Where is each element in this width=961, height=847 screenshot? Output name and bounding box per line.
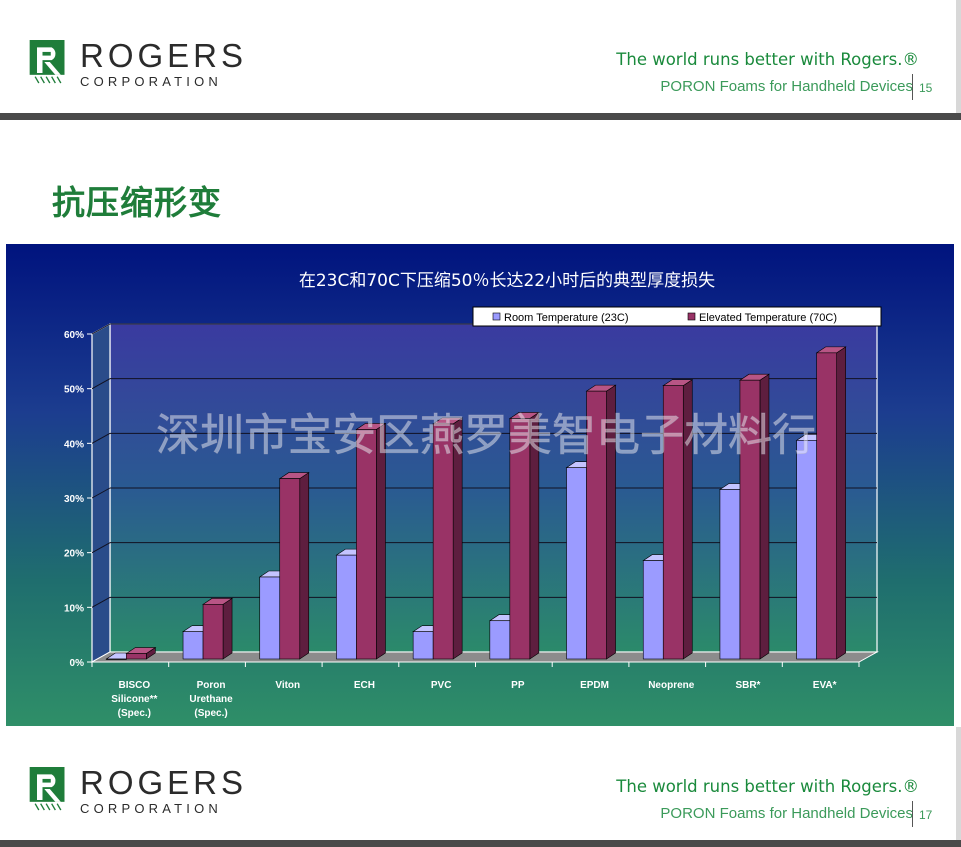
y-tick-label: 20%: [64, 549, 84, 560]
presentation-subtitle: PORON Foams for Handheld Devices: [660, 78, 913, 95]
tagline: The world runs better with Rogers.®: [616, 50, 919, 69]
gridline-side: [91, 432, 111, 444]
bar-elevated-temperature: [815, 346, 847, 660]
rogers-logo-icon: [29, 767, 65, 811]
next-slide-header: ROGERS CORPORATION The world runs better…: [0, 727, 961, 847]
company-name-2: ROGERS: [80, 764, 248, 801]
x-category-label: PP: [511, 680, 525, 691]
company-name: ROGERS: [80, 37, 248, 74]
legend-label: Elevated Temperature (70C): [699, 312, 837, 324]
gridline-side: [91, 323, 111, 335]
x-category-label: EVA*: [813, 680, 837, 691]
edge-divider: [956, 0, 961, 120]
y-tick-label: 10%: [64, 603, 84, 614]
bar-elevated-temperature: [738, 373, 770, 660]
chart-panel: 在23C和70C下压缩50％长达22小时后的典型厚度损失 0% 10% 20% 30% 4…: [6, 244, 954, 726]
bar-elevated-temperature: [432, 417, 464, 660]
bar-elevated-temperature: [202, 597, 234, 660]
company-sub: CORPORATION: [80, 74, 223, 89]
legend-label: Room Temperature (23C): [504, 312, 629, 324]
bar-elevated-temperature: [278, 472, 310, 660]
x-category-label: ECH: [354, 680, 375, 691]
x-category-label: Viton: [275, 680, 300, 691]
edge-divider-2: [956, 727, 961, 847]
top-header: ROGERS CORPORATION The world runs better…: [0, 0, 961, 120]
y-tick-label: 50%: [64, 385, 84, 396]
header-rule: [0, 113, 961, 120]
company-sub-2: CORPORATION: [80, 801, 223, 816]
x-category-label: Neoprene: [648, 680, 695, 691]
legend-swatch: [687, 312, 696, 321]
bar-elevated-temperature: [355, 422, 387, 660]
rogers-logo-icon: [29, 40, 65, 84]
gridline-side: [91, 542, 111, 554]
gridline-side: [91, 596, 111, 608]
bar-elevated-temperature: [662, 379, 694, 660]
page-number: 15: [912, 74, 932, 100]
slide-title: 抗压缩形变: [52, 183, 222, 222]
tagline-2: The world runs better with Rogers.®: [616, 777, 919, 796]
legend-swatch: [492, 312, 501, 321]
gridline-side: [91, 378, 111, 390]
chart-title: 在23C和70C下压缩50％长达22小时后的典型厚度损失: [299, 271, 715, 291]
x-category-label: Poron Urethane (Spec.): [189, 680, 233, 719]
y-tick-label: 40%: [64, 439, 84, 450]
page-number-2: 17: [912, 801, 932, 827]
x-category-label: PVC: [431, 680, 452, 691]
x-category-label: BISCO Silicone** (Spec.): [111, 680, 157, 719]
bar-elevated-temperature: [508, 411, 540, 660]
watermark-text: 深圳市宝安区燕罗美智电子材料行: [156, 410, 816, 461]
presentation-subtitle-2: PORON Foams for Handheld Devices: [660, 805, 913, 822]
x-category-label: EPDM: [580, 680, 609, 691]
bar-elevated-temperature: [125, 646, 157, 660]
y-tick-label: 30%: [64, 494, 84, 505]
compression-set-chart: 在23C和70C下压缩50％长达22小时后的典型厚度损失 0% 10% 20% 30% 4…: [6, 244, 954, 726]
gridline-side: [91, 487, 111, 499]
footer-rule: [0, 840, 961, 847]
x-category-label: SBR*: [735, 680, 760, 691]
company-logo-2: ROGERS CORPORATION: [28, 764, 278, 817]
y-tick-label: 60%: [64, 330, 84, 341]
y-tick-label: 0%: [70, 658, 85, 669]
company-logo: ROGERS CORPORATION: [28, 37, 278, 90]
bar-elevated-temperature: [585, 384, 617, 660]
chart-legend: Room Temperature (23C) Elevated Temperatu…: [472, 306, 882, 327]
